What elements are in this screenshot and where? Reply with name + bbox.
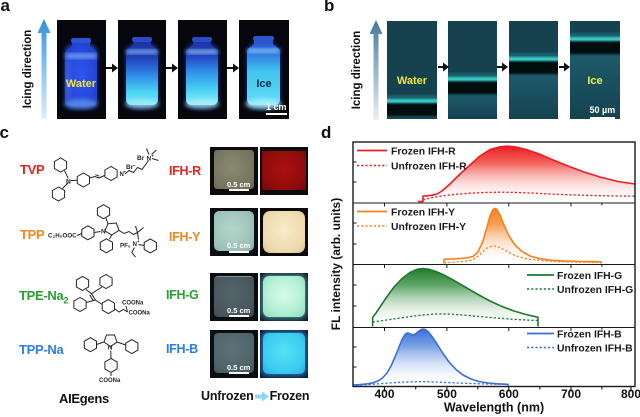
- svg-text:Frozen IFH-G: Frozen IFH-G: [557, 271, 622, 282]
- svg-text:C₂H₅OOC: C₂H₅OOC: [48, 233, 77, 240]
- svg-text:COONa: COONa: [99, 378, 121, 384]
- svg-text:Unfrozen IFH-R: Unfrozen IFH-R: [391, 161, 467, 172]
- svg-text:PF₆: PF₆: [120, 243, 131, 250]
- svg-text:Unfrozen IFH-B: Unfrozen IFH-B: [557, 343, 633, 354]
- svg-text:N: N: [66, 178, 71, 185]
- svg-text:600: 600: [499, 387, 519, 401]
- svg-text:–: –: [133, 163, 136, 168]
- svg-text:N: N: [133, 241, 138, 248]
- svg-text:FL intensity (arb. units): FL intensity (arb. units): [330, 198, 343, 330]
- svg-text:N: N: [108, 345, 113, 352]
- svg-text:Frozen IFH-B: Frozen IFH-B: [557, 329, 622, 340]
- svg-text:+: +: [137, 239, 140, 244]
- svg-text:Ice: Ice: [256, 78, 271, 90]
- svg-text:Unfrozen IFH-Y: Unfrozen IFH-Y: [391, 222, 466, 233]
- svg-text:COONa: COONa: [122, 301, 144, 307]
- svg-text:Br: Br: [137, 155, 145, 162]
- svg-text:+: +: [124, 170, 127, 175]
- svg-text:Ice: Ice: [587, 75, 602, 87]
- svg-text:Br: Br: [126, 164, 134, 171]
- svg-text:Unfrozen IFH-G: Unfrozen IFH-G: [557, 285, 633, 296]
- svg-text:500: 500: [437, 387, 457, 401]
- svg-text:800: 800: [621, 387, 640, 401]
- svg-text:+: +: [152, 154, 155, 159]
- svg-text:N: N: [101, 229, 106, 236]
- svg-text:Water: Water: [66, 78, 97, 90]
- svg-text:Wavelength (nm): Wavelength (nm): [444, 401, 544, 415]
- svg-text:Frozen IFH-R: Frozen IFH-R: [391, 146, 456, 157]
- svg-text:700: 700: [561, 387, 581, 401]
- svg-text:Frozen IFH-Y: Frozen IFH-Y: [391, 207, 455, 218]
- svg-text:400: 400: [374, 387, 394, 401]
- svg-text:COONa: COONa: [129, 311, 151, 317]
- svg-text:N: N: [120, 172, 124, 178]
- svg-text:Water: Water: [397, 75, 428, 87]
- svg-text:N: N: [147, 156, 152, 163]
